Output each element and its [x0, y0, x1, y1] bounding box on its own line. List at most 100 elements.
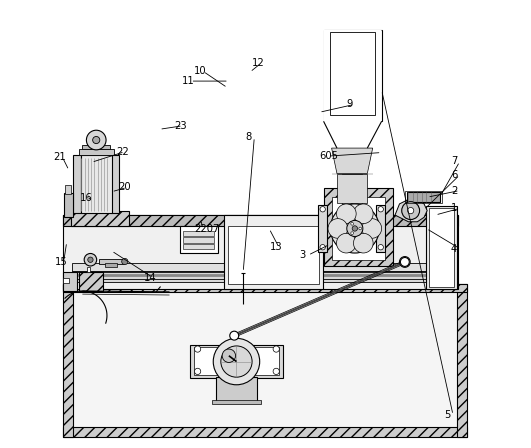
Bar [429, 208, 455, 287]
Polygon shape [331, 148, 373, 173]
Bar [65, 185, 71, 194]
Bar [64, 193, 73, 217]
Bar [73, 155, 81, 213]
Circle shape [222, 349, 236, 362]
Bar [72, 263, 440, 271]
Bar [105, 263, 117, 267]
Bar [405, 191, 442, 202]
Bar [112, 155, 119, 213]
Circle shape [88, 257, 93, 263]
Bar [79, 272, 104, 291]
Bar [212, 400, 261, 404]
Bar [79, 150, 114, 155]
Circle shape [328, 219, 348, 238]
Text: 3: 3 [299, 250, 305, 260]
Bar [194, 347, 279, 375]
Polygon shape [337, 173, 367, 202]
Bar [81, 155, 112, 213]
Circle shape [93, 137, 100, 144]
Bar [63, 284, 467, 293]
Text: 12: 12 [252, 58, 265, 68]
Text: 5: 5 [444, 410, 450, 420]
Text: 8: 8 [245, 132, 252, 142]
Circle shape [194, 346, 201, 352]
Bar [318, 205, 327, 252]
Circle shape [87, 130, 106, 150]
Circle shape [221, 346, 252, 377]
Circle shape [354, 233, 373, 253]
Bar [342, 173, 362, 204]
Bar [73, 293, 457, 427]
Text: 13: 13 [270, 242, 282, 252]
Text: 2: 2 [451, 185, 457, 195]
Bar [99, 259, 124, 264]
Text: 23: 23 [174, 121, 186, 131]
Text: 21: 21 [53, 152, 66, 162]
Bar [183, 231, 214, 236]
Circle shape [230, 331, 239, 340]
Bar [216, 377, 256, 403]
Bar [63, 215, 458, 226]
Polygon shape [395, 199, 427, 222]
Circle shape [402, 202, 419, 220]
Bar [228, 226, 319, 284]
Circle shape [362, 219, 382, 238]
Bar [190, 345, 284, 378]
Bar [180, 226, 218, 253]
Circle shape [359, 227, 362, 230]
Bar [407, 192, 440, 202]
Circle shape [273, 346, 279, 352]
Text: 2207: 2207 [194, 224, 219, 234]
Circle shape [347, 220, 363, 237]
Bar [323, 30, 382, 121]
Circle shape [400, 258, 409, 267]
Text: 10: 10 [194, 66, 207, 76]
Polygon shape [63, 278, 69, 283]
Bar [72, 271, 440, 282]
Circle shape [378, 245, 383, 250]
Bar [63, 284, 73, 437]
Circle shape [320, 245, 326, 250]
Circle shape [320, 207, 326, 212]
Bar [330, 32, 375, 115]
Circle shape [378, 207, 383, 212]
Text: 22: 22 [116, 146, 129, 157]
Text: 1: 1 [451, 203, 457, 213]
Bar [457, 284, 467, 437]
Bar [426, 206, 457, 289]
Circle shape [330, 204, 379, 253]
Circle shape [351, 223, 354, 225]
Bar [63, 427, 467, 437]
Bar [82, 145, 110, 150]
Bar [63, 215, 458, 289]
Text: 14: 14 [144, 272, 157, 283]
Bar [183, 244, 214, 250]
Circle shape [194, 368, 201, 375]
Circle shape [352, 226, 357, 231]
Text: 4: 4 [451, 244, 457, 254]
Bar [225, 215, 323, 289]
Bar [87, 267, 90, 272]
Text: 16: 16 [80, 193, 93, 203]
Circle shape [399, 257, 410, 267]
Circle shape [84, 254, 97, 266]
Text: 20: 20 [118, 182, 131, 192]
Circle shape [337, 204, 356, 224]
Bar [183, 237, 214, 243]
Circle shape [407, 207, 414, 214]
Bar [376, 205, 385, 252]
Text: 7: 7 [451, 156, 457, 167]
Bar [323, 188, 393, 267]
Circle shape [354, 204, 373, 224]
Text: 9: 9 [346, 99, 352, 109]
Polygon shape [323, 30, 382, 148]
Bar [331, 197, 385, 260]
Text: 605: 605 [319, 151, 338, 161]
Text: 11: 11 [182, 76, 194, 86]
Text: 15: 15 [55, 257, 67, 267]
Circle shape [337, 233, 356, 253]
Bar [71, 211, 129, 226]
Text: 6: 6 [451, 170, 457, 180]
Circle shape [122, 258, 128, 265]
Circle shape [273, 368, 279, 375]
